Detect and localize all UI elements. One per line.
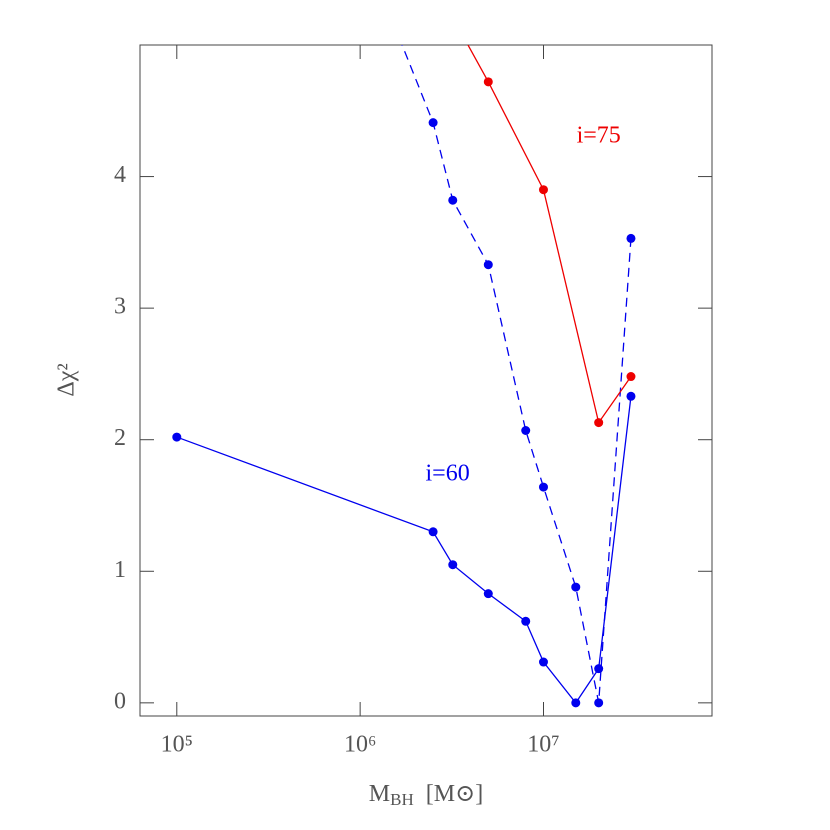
x-label-unit: [M⊙]: [426, 781, 483, 807]
data-point: [594, 698, 604, 708]
data-point: [521, 425, 531, 435]
y-tick-label: 2: [114, 425, 126, 451]
data-point: [172, 432, 182, 442]
y-tick-label: 3: [114, 294, 126, 320]
data-point: [428, 527, 438, 537]
data-point: [538, 482, 548, 492]
data-point: [483, 589, 493, 599]
x-tick-label: 10⁷: [527, 732, 559, 758]
data-point: [626, 391, 636, 401]
series-line: [401, 45, 632, 703]
data-point: [594, 664, 604, 674]
annotation: i=75: [577, 123, 621, 149]
data-point: [626, 372, 636, 382]
data-point: [626, 233, 636, 243]
data-point: [483, 77, 493, 87]
y-axis-label: Δχ²: [54, 363, 80, 396]
y-tick-label: 1: [114, 557, 126, 583]
plot-frame: [139, 44, 713, 717]
data-point: [538, 185, 548, 195]
x-label-sub: BH: [390, 790, 414, 809]
x-axis-label: MBH [M⊙]: [369, 781, 483, 809]
data-point: [483, 260, 493, 270]
series-line: [467, 45, 632, 425]
x-tick-label: 10⁵: [161, 732, 193, 758]
x-tick-label: 10⁶: [344, 732, 376, 758]
series-line: [176, 396, 632, 704]
data-point: [594, 418, 604, 428]
data-point: [571, 582, 581, 592]
data-point: [448, 13, 457, 22]
data-point: [448, 560, 458, 570]
data-point: [571, 698, 581, 708]
data-point: [538, 657, 548, 667]
data-point: [521, 616, 531, 626]
y-tick-label: 4: [114, 162, 126, 188]
annotation: i=60: [426, 461, 470, 487]
data-point: [428, 118, 438, 128]
x-label-main: M: [369, 781, 390, 807]
data-point: [448, 195, 458, 205]
y-tick-label: 0: [114, 688, 126, 714]
plot-area: [172, 13, 636, 708]
